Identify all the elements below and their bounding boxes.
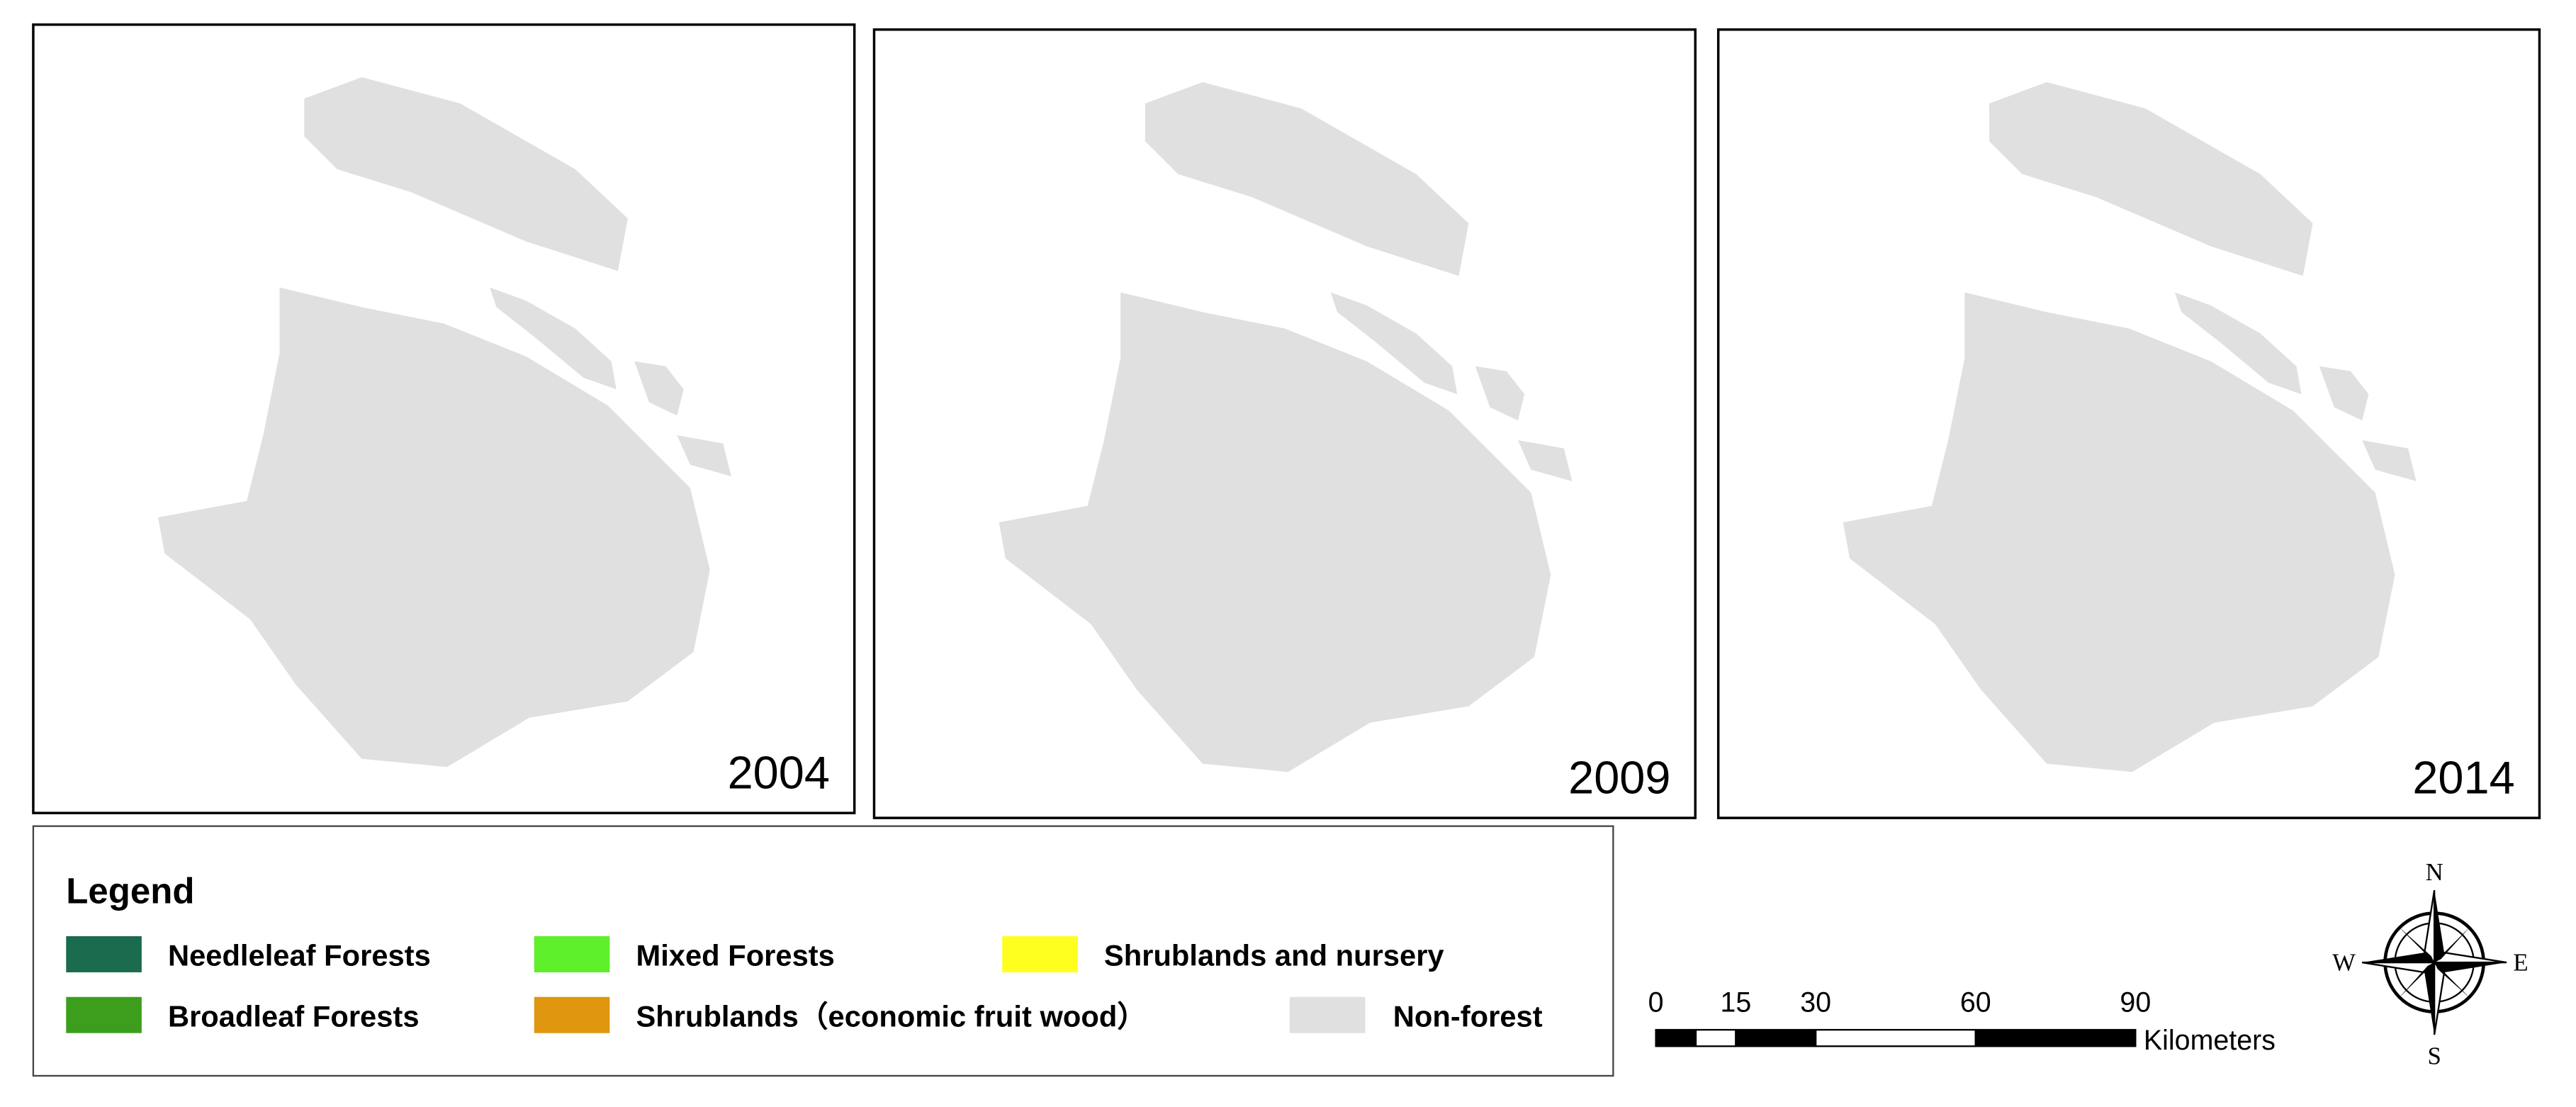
legend-label: Shrublands（economic fruit wood） — [636, 999, 1147, 1033]
legend-swatch — [66, 996, 142, 1033]
panel-year: 2004 — [728, 746, 830, 798]
scale-segment — [1694, 1028, 1737, 1047]
legend-swatch — [1002, 935, 1078, 972]
map-panel: 2014 — [1716, 28, 2541, 819]
panel-year: 2014 — [2412, 751, 2514, 803]
compass-s: S — [2427, 1043, 2441, 1070]
scale-segment — [1974, 1028, 2137, 1047]
scale-segment — [1735, 1028, 1817, 1047]
scale-bar: 0 15 30 60 90 Kilometers — [1648, 987, 2276, 1056]
scale-unit: Kilometers — [2144, 1025, 2276, 1056]
compass-point — [2434, 890, 2445, 963]
legend-swatch — [1289, 996, 1366, 1033]
scale-label: 0 — [1648, 987, 1664, 1018]
legend-title: Legend — [66, 871, 194, 911]
legend-label: Broadleaf Forests — [168, 999, 420, 1033]
compass-point — [2398, 962, 2435, 999]
compass-w: W — [2332, 949, 2356, 977]
legend-label: Needleleaf Forests — [168, 939, 431, 972]
scale-segment — [1815, 1028, 1976, 1047]
scale-segment — [1655, 1028, 1697, 1047]
legend-swatch — [534, 996, 610, 1033]
legend-label: Non-forest — [1393, 999, 1543, 1033]
compass-point — [2362, 953, 2435, 963]
map-panel: 2009 — [872, 28, 1697, 819]
scale-label: 90 — [2120, 987, 2151, 1018]
scale-label: 15 — [1721, 987, 1752, 1018]
legend-box — [32, 825, 1614, 1077]
map-panel: 2004 — [32, 23, 856, 814]
compass-n: N — [2426, 858, 2443, 886]
legend-swatch — [534, 935, 610, 972]
scale-label: 30 — [1800, 987, 1831, 1018]
panel-year: 2009 — [1568, 751, 1670, 803]
legend-swatch — [66, 935, 142, 972]
legend-label: Mixed Forests — [636, 939, 834, 972]
legend-items: Needleleaf Forests Broadleaf Forests Mixed… — [66, 935, 1543, 1033]
map-panels: 2004 2009 2014 — [32, 23, 2541, 819]
compass-point — [2434, 962, 2471, 999]
legend-label: Shrublands and nursery — [1104, 939, 1444, 972]
compass-point — [2434, 962, 2507, 972]
scale-label: 60 — [1960, 987, 1991, 1018]
compass: N S E W — [2332, 858, 2529, 1070]
compass-point — [2424, 962, 2435, 1035]
compass-e: E — [2513, 949, 2528, 977]
